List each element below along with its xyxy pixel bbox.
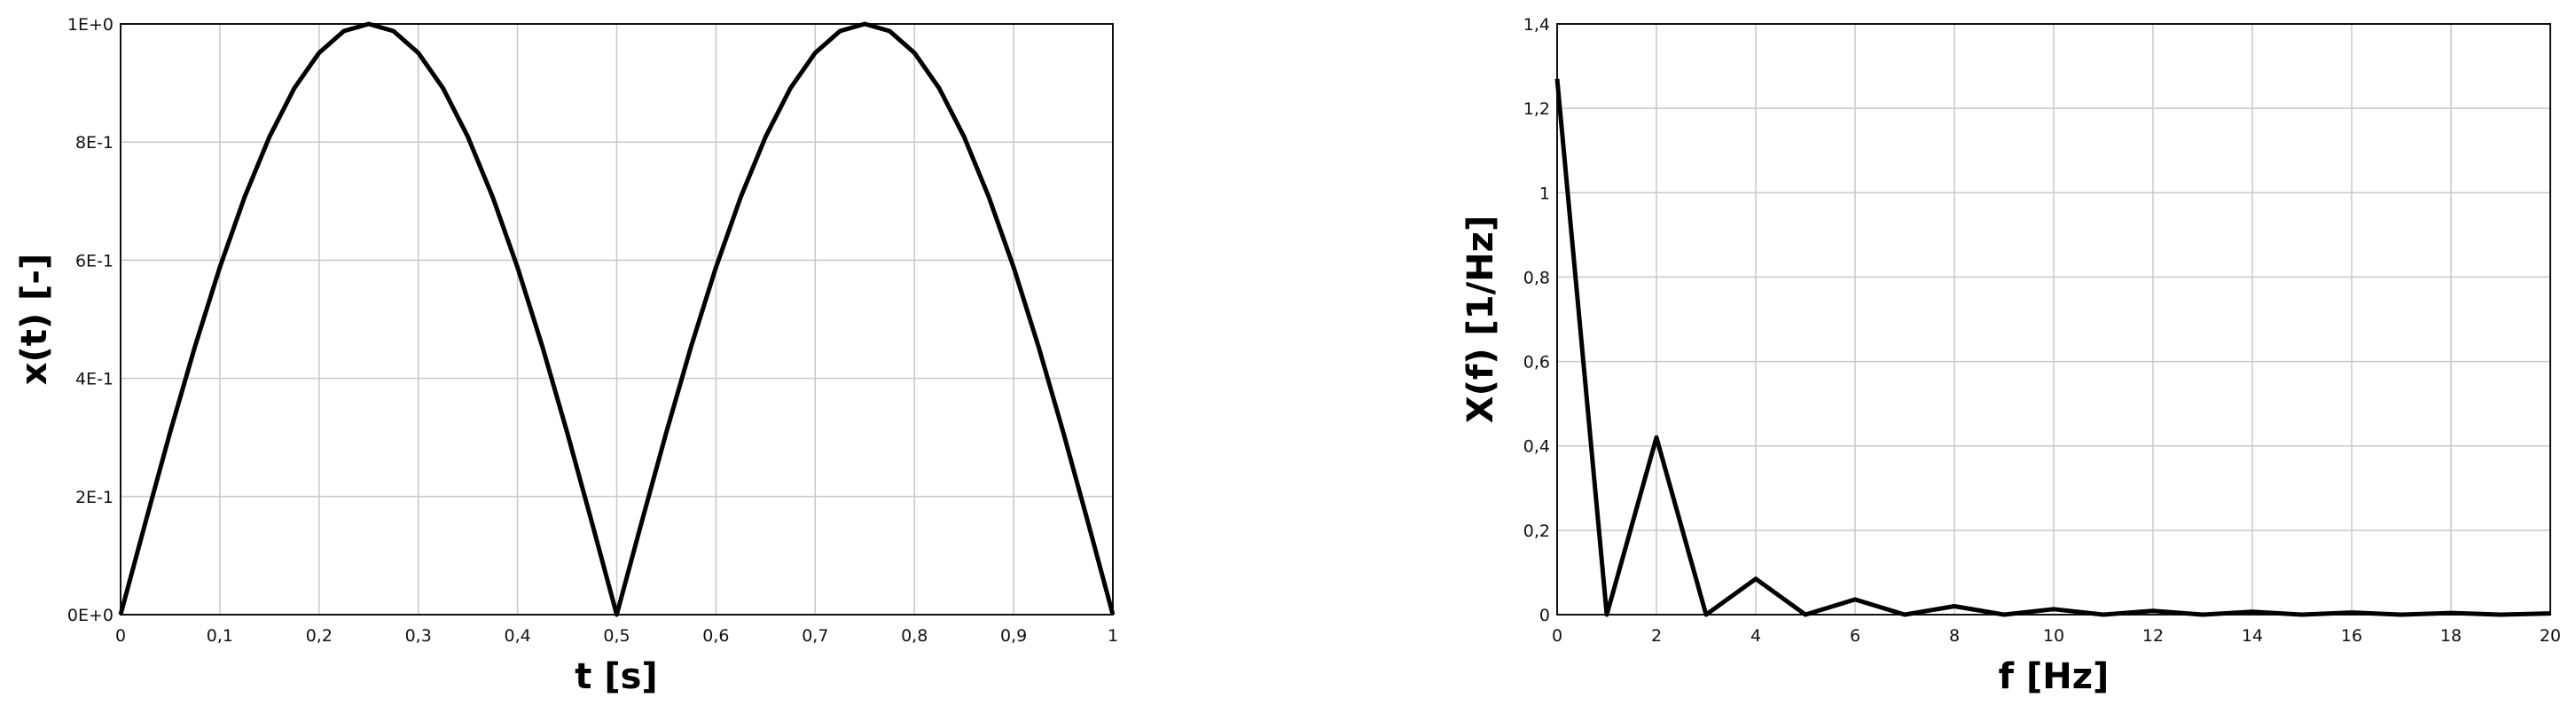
x-tick-labels: 0 0,1 0,2 0,3 0,4 0,5 0,6 0,7 0,8 0,9 1 — [115, 626, 1118, 646]
y-tick-label: 1 — [1539, 184, 1550, 203]
spectrum-line — [1554, 78, 2551, 617]
y-tick-label: 1,2 — [1523, 99, 1550, 119]
x-tick-label: 2 — [1651, 626, 1662, 646]
y-tick-label: 0,6 — [1523, 353, 1550, 373]
chart-frequency-spectrum: 0 2 4 6 8 10 12 14 16 18 20 0 0,2 0,4 0,6 0,8 1 1,2 1,4 f… — [1460, 15, 2561, 697]
y-tick-label: 0,2 — [1523, 522, 1550, 541]
x-tick-label: 0,9 — [1000, 626, 1027, 646]
y-tick-label: 0,4 — [1523, 437, 1550, 457]
x-tick-label: 0 — [115, 626, 126, 646]
x-tick-label: 0,4 — [504, 626, 530, 646]
x-tick-label: 12 — [2142, 626, 2164, 646]
x-tick-label: 10 — [2043, 626, 2064, 646]
x-tick-label: 16 — [2341, 626, 2362, 646]
x-tick-label: 0,6 — [702, 626, 729, 646]
x-tick-label: 0 — [1552, 626, 1562, 646]
x-tick-label: 0,3 — [405, 626, 432, 646]
y-axis-label: x(t) [-] — [14, 254, 55, 386]
y-tick-label: 0 — [1539, 606, 1550, 625]
y-tick-label: 0,8 — [1523, 268, 1550, 287]
y-tick-label: 8E-1 — [75, 133, 114, 153]
x-tick-label: 4 — [1750, 626, 1761, 646]
chart-time-signal: 0 0,1 0,2 0,3 0,4 0,5 0,6 0,7 0,8 0,9 1 0E+0 2E-1 4E… — [14, 15, 1118, 697]
x-axis-label: f [Hz] — [1999, 656, 2110, 697]
y-tick-label: 1E+0 — [67, 15, 114, 35]
x-axis-label: t [s] — [575, 656, 657, 697]
x-tick-label: 0,1 — [207, 626, 233, 646]
x-tick-label: 18 — [2440, 626, 2462, 646]
signal-line — [118, 21, 1116, 617]
x-tick-labels: 0 2 4 6 8 10 12 14 16 18 20 — [1552, 626, 2561, 646]
x-tick-label: 1 — [1108, 626, 1118, 646]
y-tick-label: 6E-1 — [75, 251, 114, 271]
x-tick-label: 0,2 — [306, 626, 333, 646]
y-tick-labels: 0 0,2 0,4 0,6 0,8 1 1,2 1,4 — [1523, 15, 1550, 625]
grid-lines — [121, 24, 1113, 615]
y-tick-label: 0E+0 — [67, 606, 114, 625]
grid-lines — [1557, 24, 2550, 615]
x-tick-label: 8 — [1949, 626, 1960, 646]
x-tick-label: 20 — [2540, 626, 2561, 646]
x-tick-label: 14 — [2242, 626, 2263, 646]
y-tick-labels: 0E+0 2E-1 4E-1 6E-1 8E-1 1E+0 — [67, 15, 114, 625]
plot-frame — [1556, 23, 2551, 616]
y-tick-label: 1,4 — [1523, 15, 1550, 35]
x-tick-label: 6 — [1850, 626, 1860, 646]
x-tick-label: 0,7 — [802, 626, 828, 646]
x-tick-label: 0,8 — [901, 626, 928, 646]
y-tick-label: 2E-1 — [75, 488, 114, 507]
x-tick-label: 0,5 — [603, 626, 630, 646]
y-axis-label: X(f) [1/Hz] — [1460, 216, 1501, 424]
y-tick-label: 4E-1 — [75, 370, 114, 389]
